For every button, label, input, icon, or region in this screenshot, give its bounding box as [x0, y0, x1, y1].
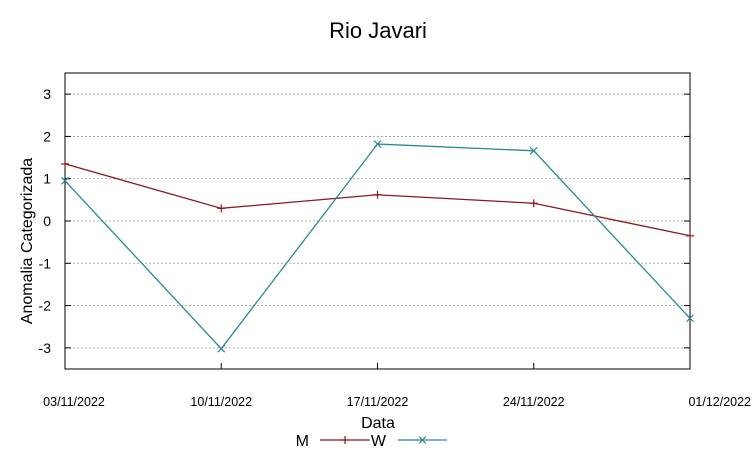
data-point-M	[686, 231, 694, 240]
data-point-W	[686, 314, 694, 323]
x-tick-label: 03/11/2022	[43, 395, 105, 409]
y-tick-label: -2	[39, 298, 52, 314]
series-layer	[61, 140, 694, 353]
series-line-M	[64, 163, 691, 237]
grid-lines	[65, 93, 690, 349]
x-axis-ticks: 03/11/2022 10/11/2022 17/11/2022 24/11/2022…	[43, 363, 751, 409]
legend-label-M: M	[296, 433, 309, 450]
data-point-W	[217, 344, 226, 353]
y-axis-ticks: 3 2 1 0 -1 -2 -3	[39, 86, 690, 356]
data-point-W	[373, 140, 382, 148]
y-tick-label: 1	[43, 171, 51, 187]
data-point-M	[373, 190, 382, 199]
x-axis-label: Data	[361, 415, 395, 432]
legend-label-W: W	[371, 433, 387, 450]
data-point-M	[217, 204, 226, 213]
chart-title: Rio Javari	[329, 18, 427, 43]
y-tick-label: 2	[43, 128, 51, 144]
x-tick-label: 10/11/2022	[190, 395, 252, 409]
y-tick-label: 0	[43, 213, 51, 229]
data-point-M	[529, 199, 538, 208]
x-tick-label: 24/11/2022	[503, 395, 565, 409]
y-tick-label: 3	[43, 86, 51, 102]
y-axis-label: Anomalia Categorizada	[19, 158, 36, 324]
legend-marker-M	[341, 436, 349, 444]
x-tick-label: 01/12/2022	[688, 395, 751, 409]
y-tick-label: -3	[39, 340, 52, 356]
x-tick-label: 17/11/2022	[347, 395, 409, 409]
data-point-W	[529, 146, 538, 155]
data-point-M	[61, 159, 69, 168]
data-point-W	[61, 176, 69, 185]
y-tick-label: -1	[39, 255, 52, 271]
legend-marker-W	[418, 436, 427, 444]
series-line-W	[64, 143, 691, 350]
